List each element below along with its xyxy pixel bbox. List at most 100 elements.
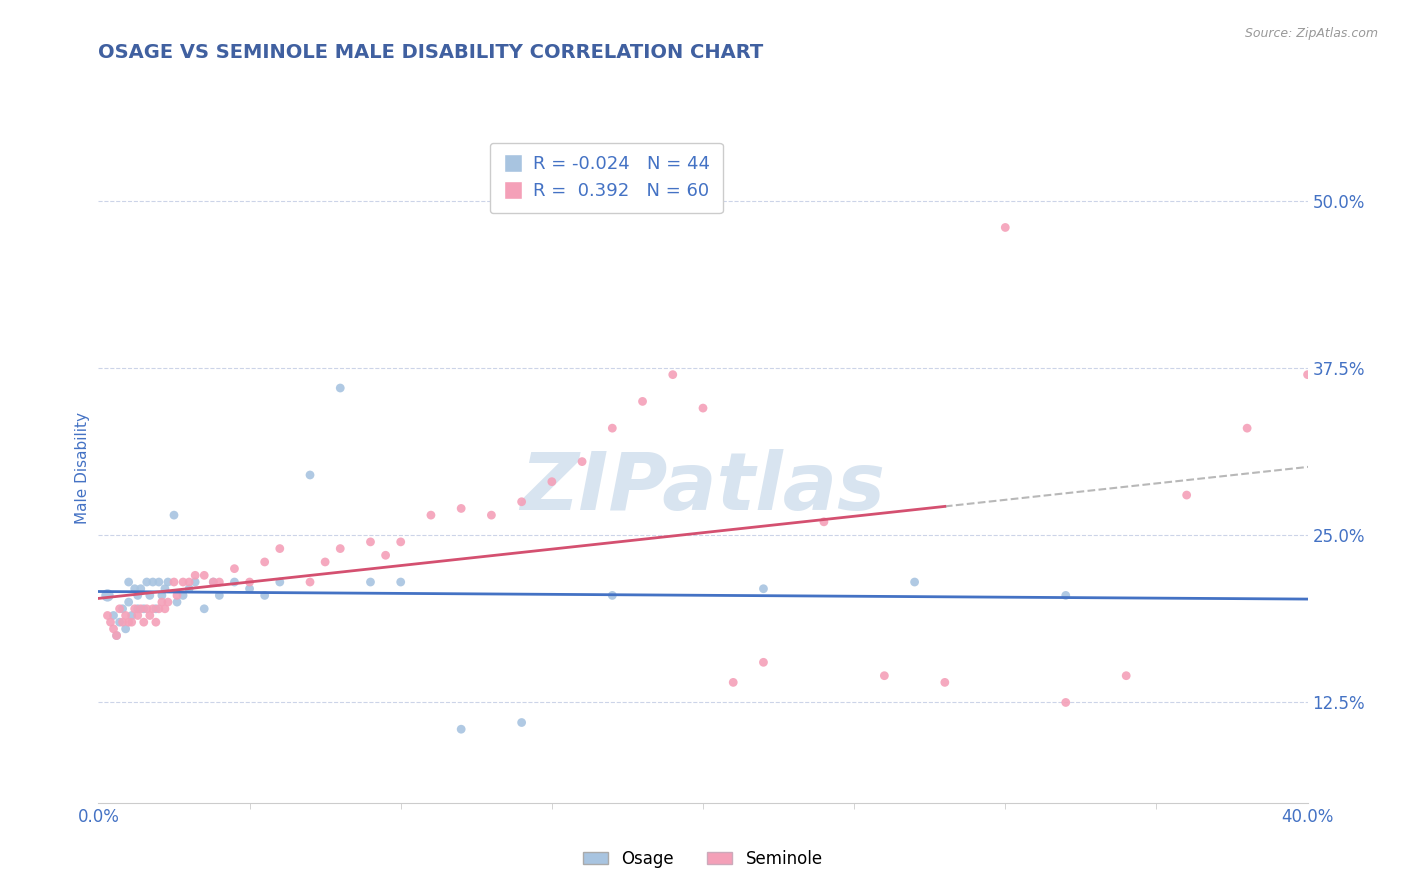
Point xyxy=(389,535,412,549)
Point xyxy=(96,589,118,603)
Point xyxy=(124,582,146,596)
Text: OSAGE VS SEMINOLE MALE DISABILITY CORRELATION CHART: OSAGE VS SEMINOLE MALE DISABILITY CORREL… xyxy=(98,44,763,62)
Point xyxy=(450,501,472,516)
Point xyxy=(253,589,276,603)
Point xyxy=(100,615,122,630)
Point xyxy=(1054,589,1077,603)
Point xyxy=(692,401,714,416)
Point xyxy=(571,455,593,469)
Point xyxy=(132,602,155,616)
Point xyxy=(118,615,141,630)
Point xyxy=(172,589,194,603)
Point xyxy=(177,575,201,590)
Point xyxy=(360,535,382,549)
Point xyxy=(904,575,927,590)
Point xyxy=(721,675,744,690)
Point xyxy=(111,615,134,630)
Point xyxy=(314,555,336,569)
Point xyxy=(153,582,176,596)
Point xyxy=(129,582,152,596)
Point xyxy=(135,575,157,590)
Point xyxy=(239,582,262,596)
Point xyxy=(202,575,225,590)
Point xyxy=(224,575,246,590)
Point xyxy=(299,575,322,590)
Point xyxy=(124,602,146,616)
Point xyxy=(108,602,131,616)
Point xyxy=(118,575,141,590)
Point xyxy=(269,541,291,556)
Point xyxy=(105,629,128,643)
Point xyxy=(253,555,276,569)
Point xyxy=(661,368,683,382)
Point xyxy=(389,575,412,590)
Point xyxy=(153,602,176,616)
Point xyxy=(873,669,896,683)
Point xyxy=(360,575,382,590)
Legend: Osage, Seminole: Osage, Seminole xyxy=(576,844,830,875)
Point xyxy=(540,475,562,489)
Point xyxy=(1054,696,1077,710)
Point xyxy=(510,494,533,508)
Point xyxy=(419,508,441,523)
Point xyxy=(142,575,165,590)
Point xyxy=(481,508,503,523)
Point xyxy=(96,608,118,623)
Point xyxy=(118,595,141,609)
Legend: R = -0.024   N = 44, R =  0.392   N = 60: R = -0.024 N = 44, R = 0.392 N = 60 xyxy=(489,143,723,213)
Point xyxy=(148,602,170,616)
Point xyxy=(139,608,162,623)
Point xyxy=(156,575,179,590)
Point xyxy=(121,615,143,630)
Point xyxy=(813,515,835,529)
Point xyxy=(127,608,149,623)
Point xyxy=(1296,368,1319,382)
Point xyxy=(166,595,188,609)
Point xyxy=(1236,421,1258,435)
Point xyxy=(193,602,215,616)
Point xyxy=(208,575,231,590)
Point xyxy=(299,468,322,483)
Point xyxy=(934,675,956,690)
Point xyxy=(111,602,134,616)
Point xyxy=(329,381,352,395)
Point xyxy=(329,541,352,556)
Point xyxy=(1115,669,1137,683)
Text: ZIPatlas: ZIPatlas xyxy=(520,450,886,527)
Point xyxy=(103,622,125,636)
Point xyxy=(752,582,775,596)
Point xyxy=(239,575,262,590)
Point xyxy=(105,629,128,643)
Point xyxy=(114,622,136,636)
Point xyxy=(450,723,472,737)
Point xyxy=(752,655,775,669)
Point xyxy=(150,595,173,609)
Point xyxy=(156,595,179,609)
Point xyxy=(602,421,624,435)
Point xyxy=(1175,488,1198,502)
Point xyxy=(510,715,533,730)
Point xyxy=(184,575,207,590)
Point xyxy=(127,602,149,616)
Point xyxy=(150,589,173,603)
Point xyxy=(103,608,125,623)
Point xyxy=(139,589,162,603)
Point xyxy=(121,608,143,623)
Point xyxy=(166,589,188,603)
Point xyxy=(163,508,186,523)
Point xyxy=(145,615,167,630)
Point xyxy=(127,589,149,603)
Point xyxy=(602,589,624,603)
Point xyxy=(108,615,131,630)
Point xyxy=(193,568,215,582)
Point xyxy=(114,608,136,623)
Point xyxy=(269,575,291,590)
Point xyxy=(177,582,201,596)
Point xyxy=(129,602,152,616)
Point xyxy=(145,602,167,616)
Point xyxy=(631,394,654,409)
Point xyxy=(202,575,225,590)
Point xyxy=(208,589,231,603)
Point xyxy=(132,615,155,630)
Point xyxy=(135,602,157,616)
